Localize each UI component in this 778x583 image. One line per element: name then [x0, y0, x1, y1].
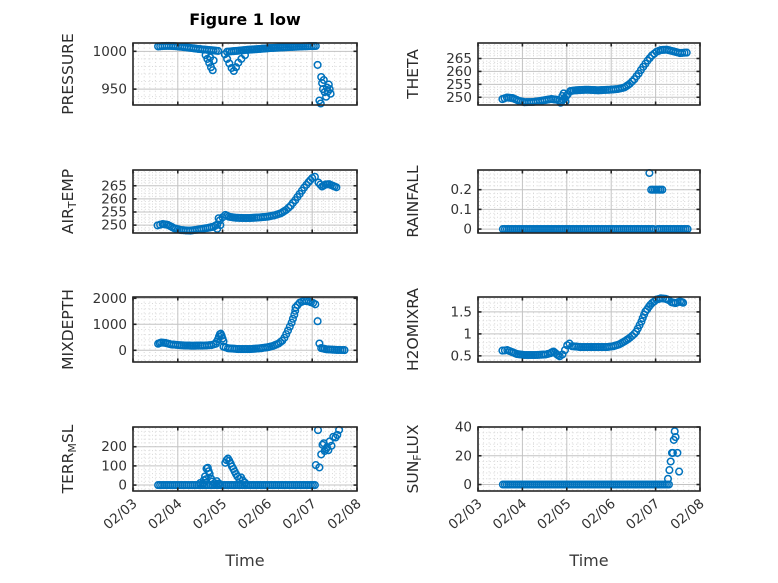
y-axis-label-sun-flux: SUNFLUX — [404, 424, 424, 493]
x-tick-label: 02/06 — [235, 496, 275, 533]
y-axis-label-theta: THETA — [404, 49, 422, 100]
x-tick-label: 02/04 — [145, 496, 185, 533]
subplot-rainfall: 0 0.1 0.2 RAINFALL — [404, 165, 701, 238]
y-tick-label: 260 — [446, 64, 472, 80]
y-tick-label: 250 — [101, 218, 127, 234]
minor-grid — [479, 171, 699, 232]
y-tick-label: 1 — [463, 326, 472, 342]
y-tick-label: 100 — [101, 458, 127, 474]
x-tick-label: 02/07 — [623, 496, 663, 533]
x-tick-label: 02/05 — [190, 496, 230, 533]
minor-grid — [479, 298, 699, 361]
y-tick-label: 950 — [101, 82, 127, 98]
y-tick-label: 260 — [101, 191, 127, 207]
axes-box — [477, 169, 701, 234]
axes-box — [132, 169, 358, 234]
data-series-pressure — [154, 41, 335, 108]
subplot-terr-msl: 0 100 200 02/03 02/04 02/05 02/06 02/07 02/08 TER… — [59, 424, 365, 533]
x-tick-label: 02/04 — [490, 496, 530, 533]
x-tick-label: 02/05 — [534, 496, 574, 533]
axes-box — [477, 426, 701, 492]
y-tick-label: 200 — [101, 439, 127, 455]
subplot-mixdepth: 0 1000 2000 MIXDEPTH — [59, 289, 358, 370]
x-axis-label-left: Time — [225, 551, 265, 570]
y-tick-label: 1000 — [93, 317, 127, 333]
y-axis-label-mixdepth: MIXDEPTH — [59, 289, 77, 370]
y-axis-label-air-temp: AIRTEMP — [59, 169, 79, 234]
y-tick-label: 0 — [463, 222, 472, 238]
x-tick-label: 02/03 — [100, 496, 140, 533]
data-series-sun-flux — [498, 427, 684, 489]
minor-grid — [134, 44, 356, 104]
y-tick-label: 0.5 — [451, 348, 472, 364]
y-tick-label: 265 — [446, 51, 472, 67]
axes-box — [132, 426, 358, 492]
axes-box — [477, 42, 701, 106]
y-tick-label: 2000 — [93, 291, 127, 307]
y-tick-label: 255 — [101, 205, 127, 221]
figure-title: Figure 1 low — [189, 10, 301, 29]
y-axis-label-pressure: PRESSURE — [59, 33, 77, 115]
subplot-pressure: 950 1000 PRESSURE — [59, 33, 358, 115]
y-tick-label: 250 — [446, 90, 472, 106]
axes-box — [477, 296, 701, 363]
major-grid — [133, 170, 357, 233]
data-series-air-temp — [153, 172, 341, 235]
x-tick-label: 02/03 — [445, 496, 485, 533]
y-tick-label: 0 — [118, 478, 127, 494]
y-axis-label-terr-msl: TERRMSL — [59, 424, 79, 494]
y-tick-label: 1000 — [93, 44, 127, 60]
x-tick-label: 02/08 — [667, 496, 707, 533]
x-axis-label-right: Time — [569, 551, 609, 570]
y-axis-label-rainfall: RAINFALL — [404, 165, 422, 238]
x-tick-label: 02/08 — [324, 496, 364, 533]
y-tick-label: 255 — [446, 77, 472, 93]
data-series-theta — [498, 45, 691, 107]
axes-box — [132, 42, 358, 106]
y-tick-label: 0 — [118, 343, 127, 359]
y-tick-label: 0.2 — [451, 182, 472, 198]
subplot-sun-flux: 0 20 40 02/03 02/04 02/05 02/06 02/07 02/08 SUNFL… — [404, 420, 708, 534]
data-series-terr-msl — [154, 425, 344, 490]
subplot-h2omixra: 0.5 1 1.5 H2OMIXRA — [404, 288, 701, 371]
y-tick-label: 1.5 — [451, 304, 472, 320]
y-axis-label-h2omixra: H2OMIXRA — [404, 288, 422, 371]
x-tick-label: 02/06 — [579, 496, 619, 533]
y-tick-label: 265 — [101, 178, 127, 194]
axes-box — [132, 296, 358, 363]
minor-grid — [134, 298, 356, 362]
y-tick-label: 20 — [455, 448, 472, 464]
y-tick-label: 0 — [463, 477, 472, 493]
data-series-h2omixra — [498, 294, 688, 361]
data-series-mixdepth — [154, 296, 349, 355]
y-tick-label: 40 — [455, 420, 472, 436]
x-tick-label: 02/07 — [280, 496, 320, 533]
y-tick-label: 0.1 — [451, 202, 472, 218]
